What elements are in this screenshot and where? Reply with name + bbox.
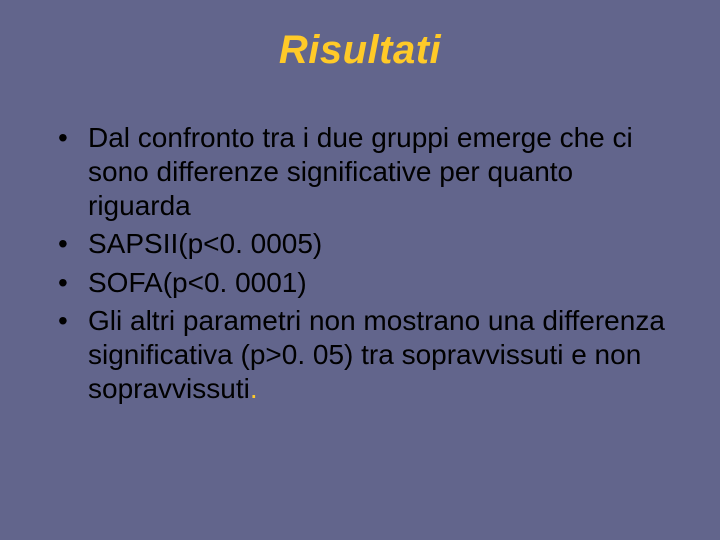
bullet-text: Gli altri parametri non mostrano una dif…: [88, 305, 665, 404]
accent-period: .: [250, 373, 258, 404]
list-item: Gli altri parametri non mostrano una dif…: [58, 304, 680, 406]
list-item: SOFA(p<0. 0001): [58, 266, 680, 300]
slide: Risultati Dal confronto tra i due gruppi…: [0, 0, 720, 540]
bullet-text: SOFA(p<0. 0001): [88, 267, 307, 298]
bullet-list: Dal confronto tra i due gruppi emerge ch…: [58, 121, 680, 406]
list-item: SAPSII(p<0. 0005): [58, 227, 680, 261]
bullet-text: SAPSII(p<0. 0005): [88, 228, 322, 259]
slide-title: Risultati: [40, 28, 680, 73]
list-item: Dal confronto tra i due gruppi emerge ch…: [58, 121, 680, 223]
bullet-text: Dal confronto tra i due gruppi emerge ch…: [88, 122, 633, 221]
